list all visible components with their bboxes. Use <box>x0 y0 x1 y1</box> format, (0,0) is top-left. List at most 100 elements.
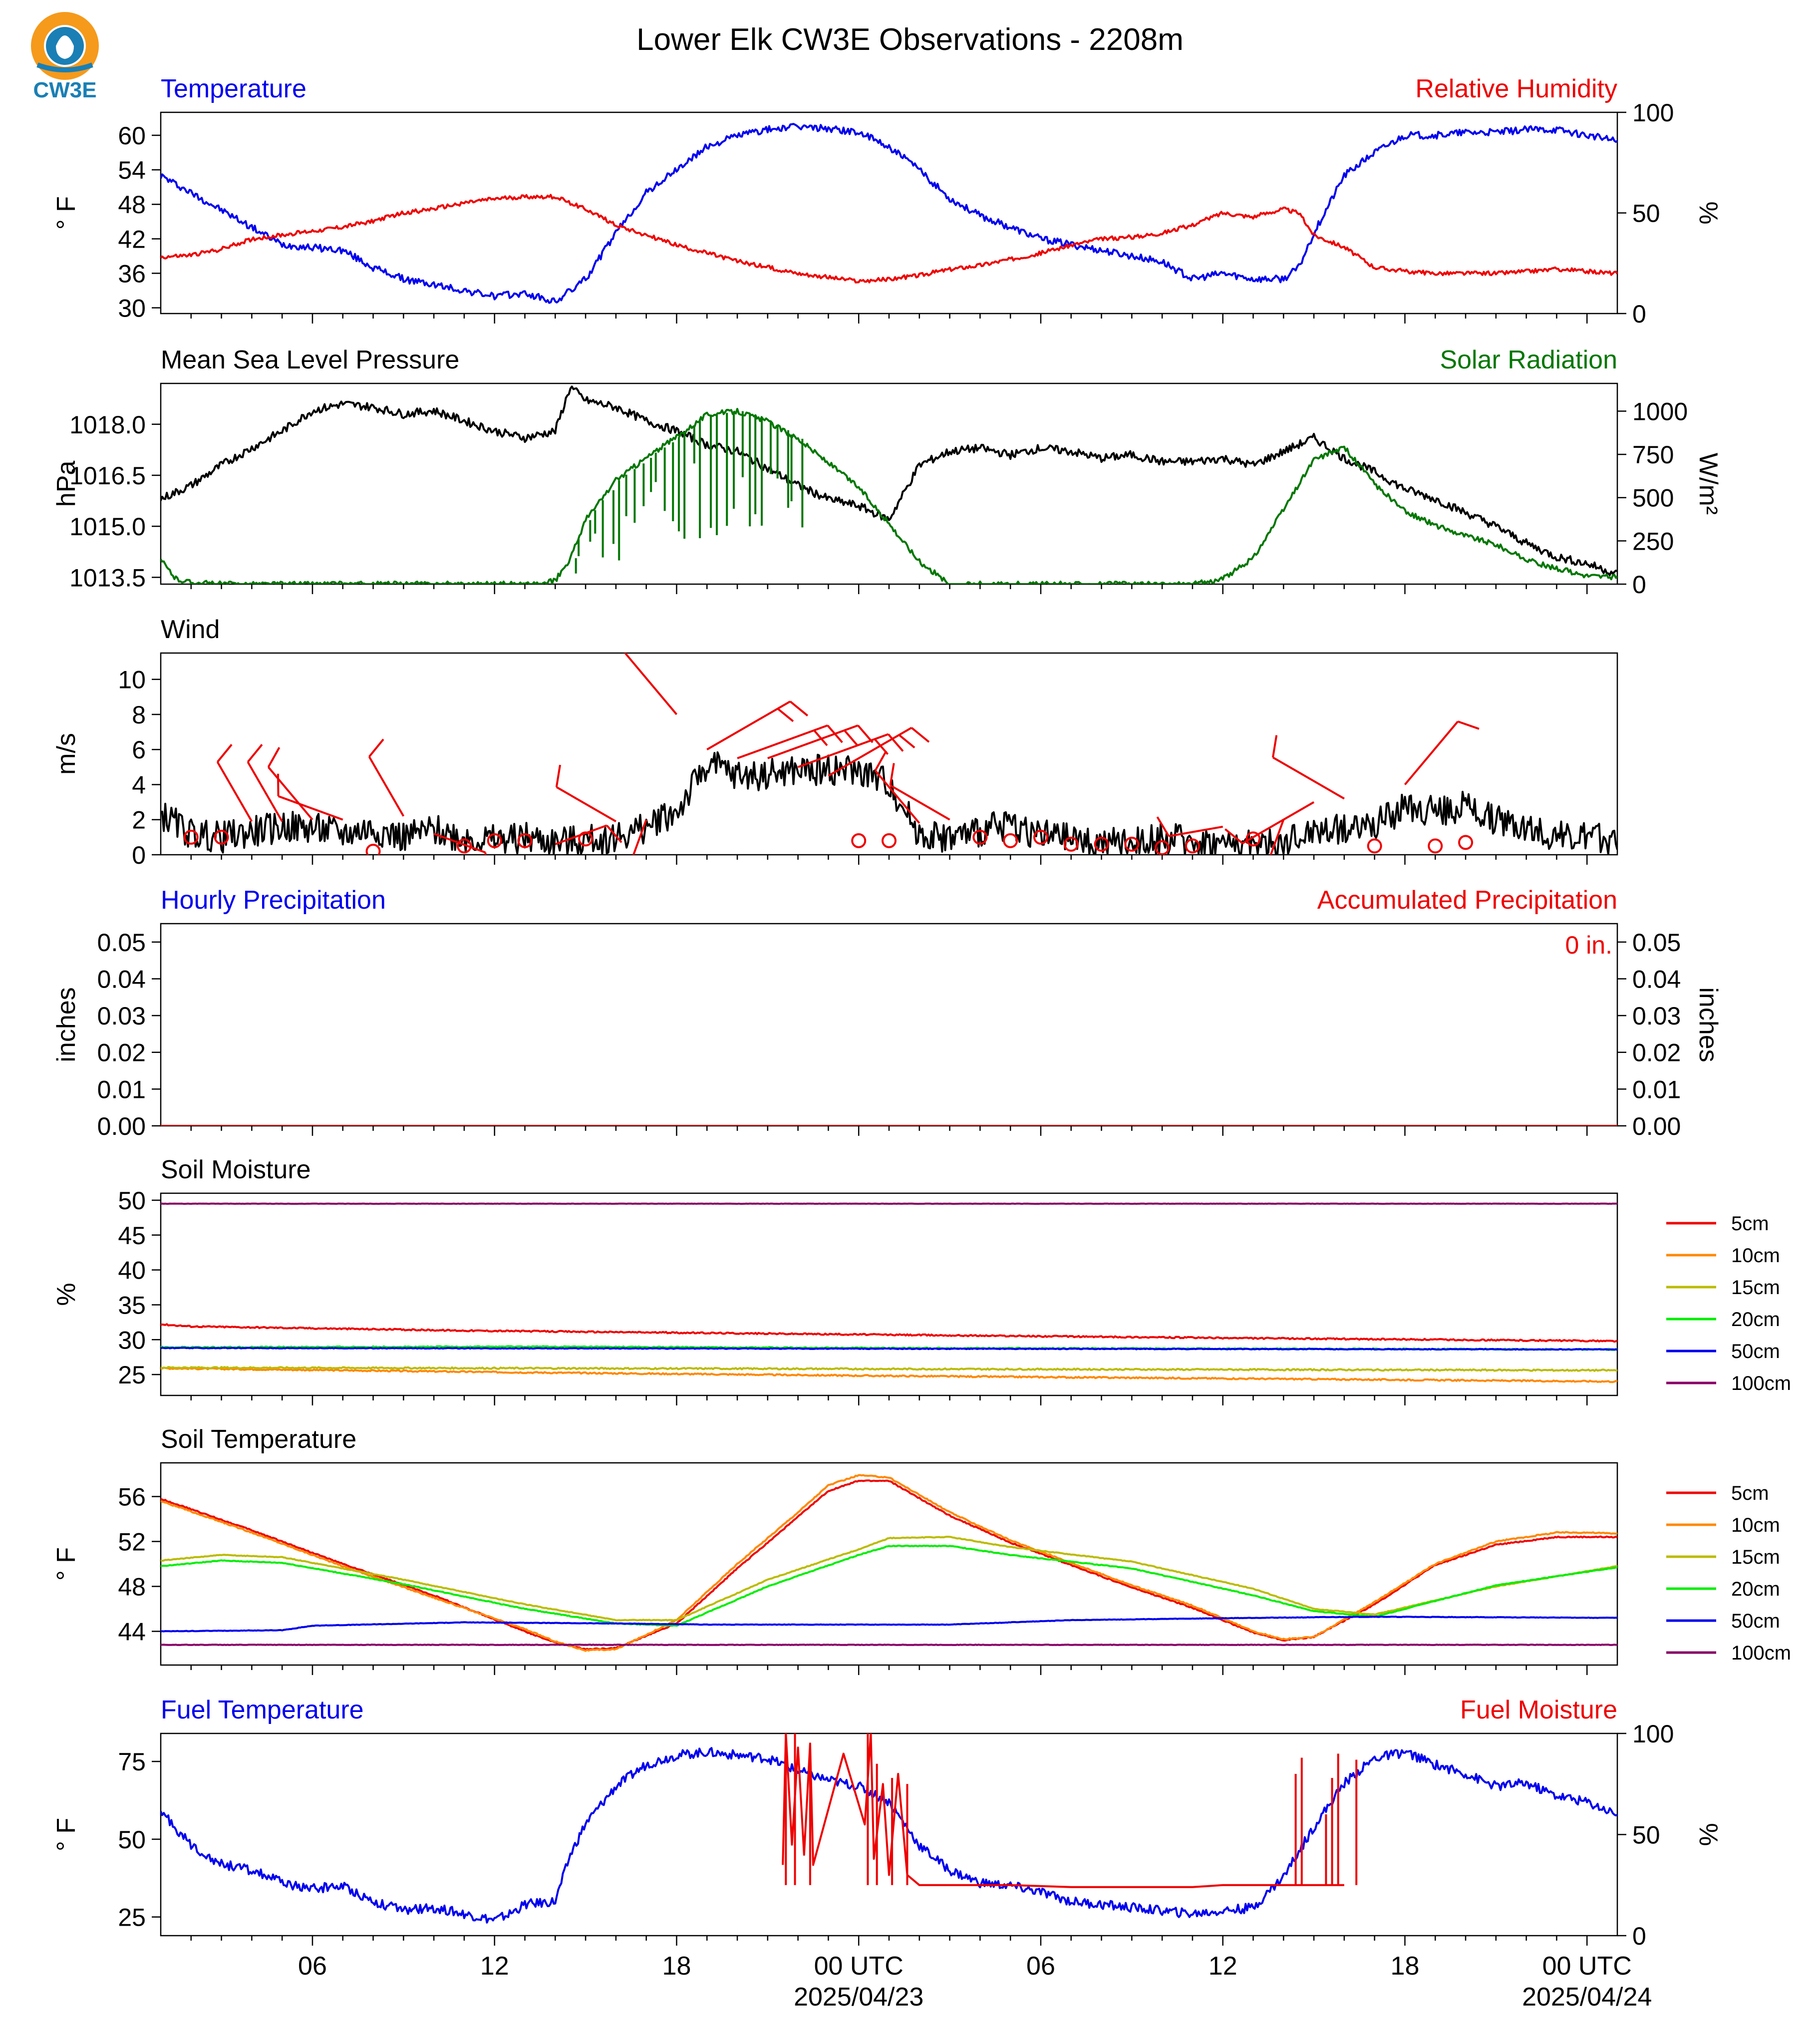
y2-tick-label: 500 <box>1632 484 1674 512</box>
y2-tick-label: 100 <box>1632 99 1674 127</box>
y-tick-label: 25 <box>118 1361 146 1389</box>
wind-barb-calm <box>365 843 381 855</box>
wind-barb-calm <box>1003 833 1018 848</box>
logo-drop-icon <box>56 35 74 59</box>
y-tick-label: 50 <box>118 1187 146 1215</box>
wind-barb-calm <box>1367 838 1382 854</box>
legend: 5cm 10cm 15cm 20cm 50cm 100cm <box>1666 1482 1791 1664</box>
y-tick-label: 0.02 <box>97 1039 146 1067</box>
panel-pressure: Mean Sea Level Pressure Solar Radiation 10… <box>52 345 1723 599</box>
y-axis-label: ° F <box>52 196 81 230</box>
y-tick-label: 56 <box>118 1483 146 1511</box>
y2-axis-label: % <box>1694 1823 1723 1846</box>
series-line-20cm <box>161 1544 1617 1627</box>
panel-wind: Wind 0 2 4 6 8 10 m/s <box>52 615 1618 869</box>
y2-tick-label: 0.04 <box>1632 965 1681 993</box>
wind-barb <box>623 653 677 715</box>
panel-title-left: Wind <box>161 615 220 644</box>
wind-barb <box>632 819 647 855</box>
y-tick-label: 6 <box>132 736 146 764</box>
legend-label: 20cm <box>1731 1309 1780 1331</box>
y-tick-label: 48 <box>118 191 146 219</box>
wind-barb-calm <box>517 833 533 848</box>
y-tick-label: 48 <box>118 1573 146 1601</box>
legend-label: 20cm <box>1731 1578 1780 1600</box>
y-tick-label: 54 <box>118 156 146 184</box>
x-tick-label: 00 UTC <box>814 1952 904 1981</box>
y-tick-label: 50 <box>118 1826 146 1854</box>
wind-barb-calm <box>456 838 472 854</box>
y2-axis-label: W/m² <box>1694 453 1723 515</box>
figure-title: Lower Elk CW3E Observations - 2208m <box>636 22 1184 57</box>
wind-barb <box>368 738 405 817</box>
plot-frame <box>160 1732 1618 1937</box>
x-tick-label: 00 UTC <box>1542 1952 1632 1981</box>
y-tick-label: 42 <box>118 225 146 253</box>
plot-frame <box>160 1462 1618 1666</box>
cw3e-logo-icon: CW3E <box>31 12 99 102</box>
y-tick-label: 0 <box>132 841 146 869</box>
wind-barb-calm <box>1428 838 1443 854</box>
accumulated-precip-total: 0 in. <box>1565 931 1612 959</box>
plot-frame <box>160 652 1618 856</box>
x-tick-label: 12 <box>1209 1952 1237 1981</box>
y2-axis-label: inches <box>1694 987 1723 1062</box>
wind-barb-calm <box>1063 836 1079 852</box>
y2-tick-label: 0.01 <box>1632 1075 1681 1103</box>
y-tick-label: 1013.5 <box>69 564 146 592</box>
panel-title-right: Accumulated Precipitation <box>1317 886 1617 915</box>
y-tick-label: 30 <box>118 294 146 322</box>
plot-area <box>161 653 1617 855</box>
series-line-50cm <box>161 1616 1617 1633</box>
y-axis-label: m/s <box>52 733 81 775</box>
wind-barb-calm <box>1245 831 1261 847</box>
y-tick-label: 40 <box>118 1257 146 1285</box>
logo-text: CW3E <box>33 78 96 102</box>
x-tick-label: 18 <box>1391 1952 1420 1981</box>
y-tick-label: 36 <box>118 260 146 288</box>
plot-area <box>161 385 1617 584</box>
y-axis-label: ° F <box>52 1547 81 1581</box>
wind-barb-calm <box>1185 838 1200 854</box>
y-tick-label: 1018.0 <box>69 411 146 439</box>
y2-tick-label: 0 <box>1632 1922 1646 1950</box>
logo-ring-icon <box>31 12 99 80</box>
y-tick-label: 75 <box>118 1748 146 1776</box>
plot-area <box>161 1733 1617 1924</box>
plot-frame <box>160 1192 1618 1396</box>
wind-barb-calm <box>972 829 988 845</box>
series-line-1 <box>161 407 1617 584</box>
legend-label: 50cm <box>1731 1341 1780 1362</box>
y2-tick-label: 50 <box>1632 1821 1660 1849</box>
y2-tick-label: 0.05 <box>1632 929 1681 957</box>
y2-axis-label: % <box>1694 201 1723 224</box>
y-tick-label: 2 <box>132 806 146 834</box>
wind-barb-calm <box>1033 829 1048 845</box>
panel-title-left: Hourly Precipitation <box>161 886 386 915</box>
y-tick-label: 52 <box>118 1528 146 1556</box>
wind-barb <box>706 700 809 750</box>
y-tick-label: 10 <box>118 666 146 694</box>
series-line-0 <box>161 123 1617 304</box>
panel-title-left: Temperature <box>161 74 306 103</box>
x-tick-label: 18 <box>662 1952 691 1981</box>
panel-title-right: Relative Humidity <box>1415 74 1617 103</box>
wind-barb <box>216 744 253 822</box>
y-tick-label: 60 <box>118 122 146 150</box>
legend-label: 10cm <box>1731 1514 1780 1536</box>
y2-tick-label: 100 <box>1632 1720 1674 1748</box>
wind-barb-calm <box>1124 836 1140 852</box>
series-line-15cm <box>161 1536 1617 1622</box>
legend-label: 15cm <box>1731 1277 1780 1299</box>
series-line-1 <box>161 194 1617 284</box>
y-tick-label: 8 <box>132 701 146 729</box>
panels: Temperature Relative Humidity303642485460… <box>52 74 1791 1950</box>
panel-title-left: Fuel Temperature <box>161 1695 364 1724</box>
x-date-label: 2025/04/24 <box>1522 1983 1652 2012</box>
wind-barb <box>1272 735 1345 800</box>
wind-barb-calm <box>183 829 199 845</box>
series-line-50cm <box>161 1347 1617 1351</box>
y-tick-label: 0.04 <box>97 965 146 993</box>
wind-barb-calm <box>578 831 594 847</box>
